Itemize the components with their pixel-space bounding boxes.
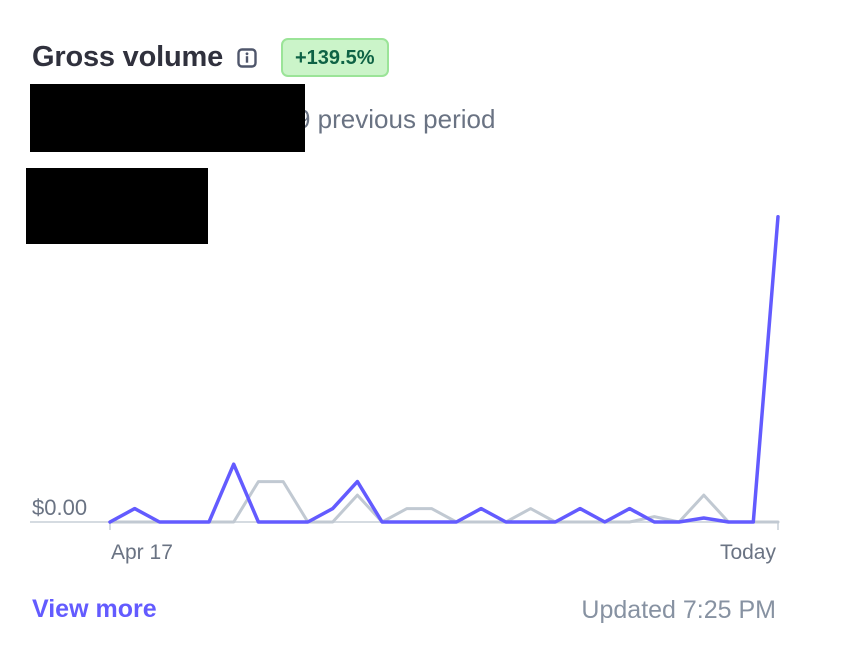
updated-timestamp: Updated 7:25 PM [581,596,776,624]
chart-header: Gross volume +139.5% [32,38,389,77]
y-tick-label: $0.00 [32,495,87,520]
previous-series-line [108,480,780,524]
x-tick-label-start: Apr 17 [111,541,173,564]
comparison-suffix: 9 previous period [296,104,496,134]
chart-title: Gross volume [32,41,223,73]
comparison-text: 9 previous period [296,104,495,135]
redaction-block [30,84,305,152]
view-more-link[interactable]: View more [32,595,157,623]
x-tick-label-end: Today [720,541,777,564]
change-badge: +139.5% [281,38,389,77]
redaction-block [26,168,208,244]
info-icon[interactable] [237,47,257,68]
current-series-line [108,214,780,524]
